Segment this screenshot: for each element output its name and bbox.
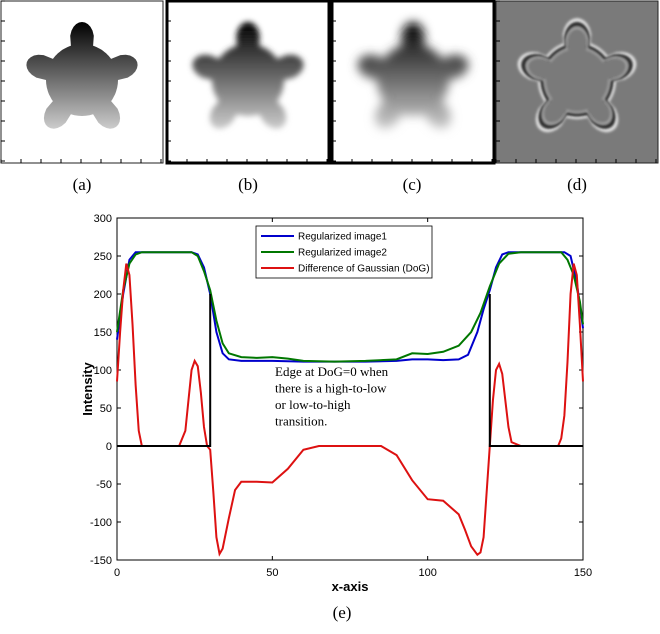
data-line <box>116 251 584 363</box>
image-panel <box>330 0 496 165</box>
legend-label: Difference of Gaussian (DoG) <box>298 264 430 275</box>
image-panel <box>495 0 659 164</box>
chart-label: (e) <box>333 603 352 622</box>
panel-label: (c) <box>403 175 422 194</box>
y-tick-label: 250 <box>94 251 112 263</box>
panel-label: (d) <box>567 175 587 194</box>
x-tick-label: 100 <box>418 567 436 579</box>
annotation: Edge at DoG=0 when <box>275 364 389 379</box>
edge-outline <box>517 17 637 133</box>
x-tick-label: 0 <box>114 567 120 579</box>
flower-shape <box>357 22 469 129</box>
chart: -150 -100 -50 0 50 100 150 200 250 300 0 50 100 150 x-… <box>80 213 592 594</box>
y-tick-label: 300 <box>94 213 112 225</box>
y-tick-label: 50 <box>100 403 112 415</box>
image-panel <box>165 0 331 165</box>
edge-outline <box>521 22 633 129</box>
y-tick-label: 0 <box>106 441 112 453</box>
data-line <box>116 263 584 557</box>
image-panel <box>0 0 164 164</box>
data-line <box>117 294 583 447</box>
x-tick-label: 50 <box>266 567 278 579</box>
y-tick-label: 150 <box>94 327 112 339</box>
image-panels <box>0 0 659 165</box>
y-tick-label: -100 <box>90 517 112 529</box>
flower-shape <box>26 22 138 129</box>
flower-shape <box>192 22 304 129</box>
y-tick-label: -50 <box>96 479 112 491</box>
x-tick-label: 150 <box>574 567 592 579</box>
annotation: or low-to-high <box>275 397 351 412</box>
y-axis-label: Intensity <box>80 362 95 416</box>
y-tick-label: -150 <box>90 555 112 567</box>
y-tick-label: 200 <box>94 289 112 301</box>
annotation: transition. <box>275 414 327 429</box>
panel-label: (b) <box>238 175 258 194</box>
legend-label: Regularized image1 <box>298 232 387 243</box>
edge-outline <box>526 26 628 125</box>
annotation: there is a high-to-low <box>275 381 387 396</box>
legend-label: Regularized image2 <box>298 248 387 259</box>
panel-label: (a) <box>73 175 92 194</box>
y-tick-label: 100 <box>94 365 112 377</box>
x-axis-label: x-axis <box>332 579 369 594</box>
